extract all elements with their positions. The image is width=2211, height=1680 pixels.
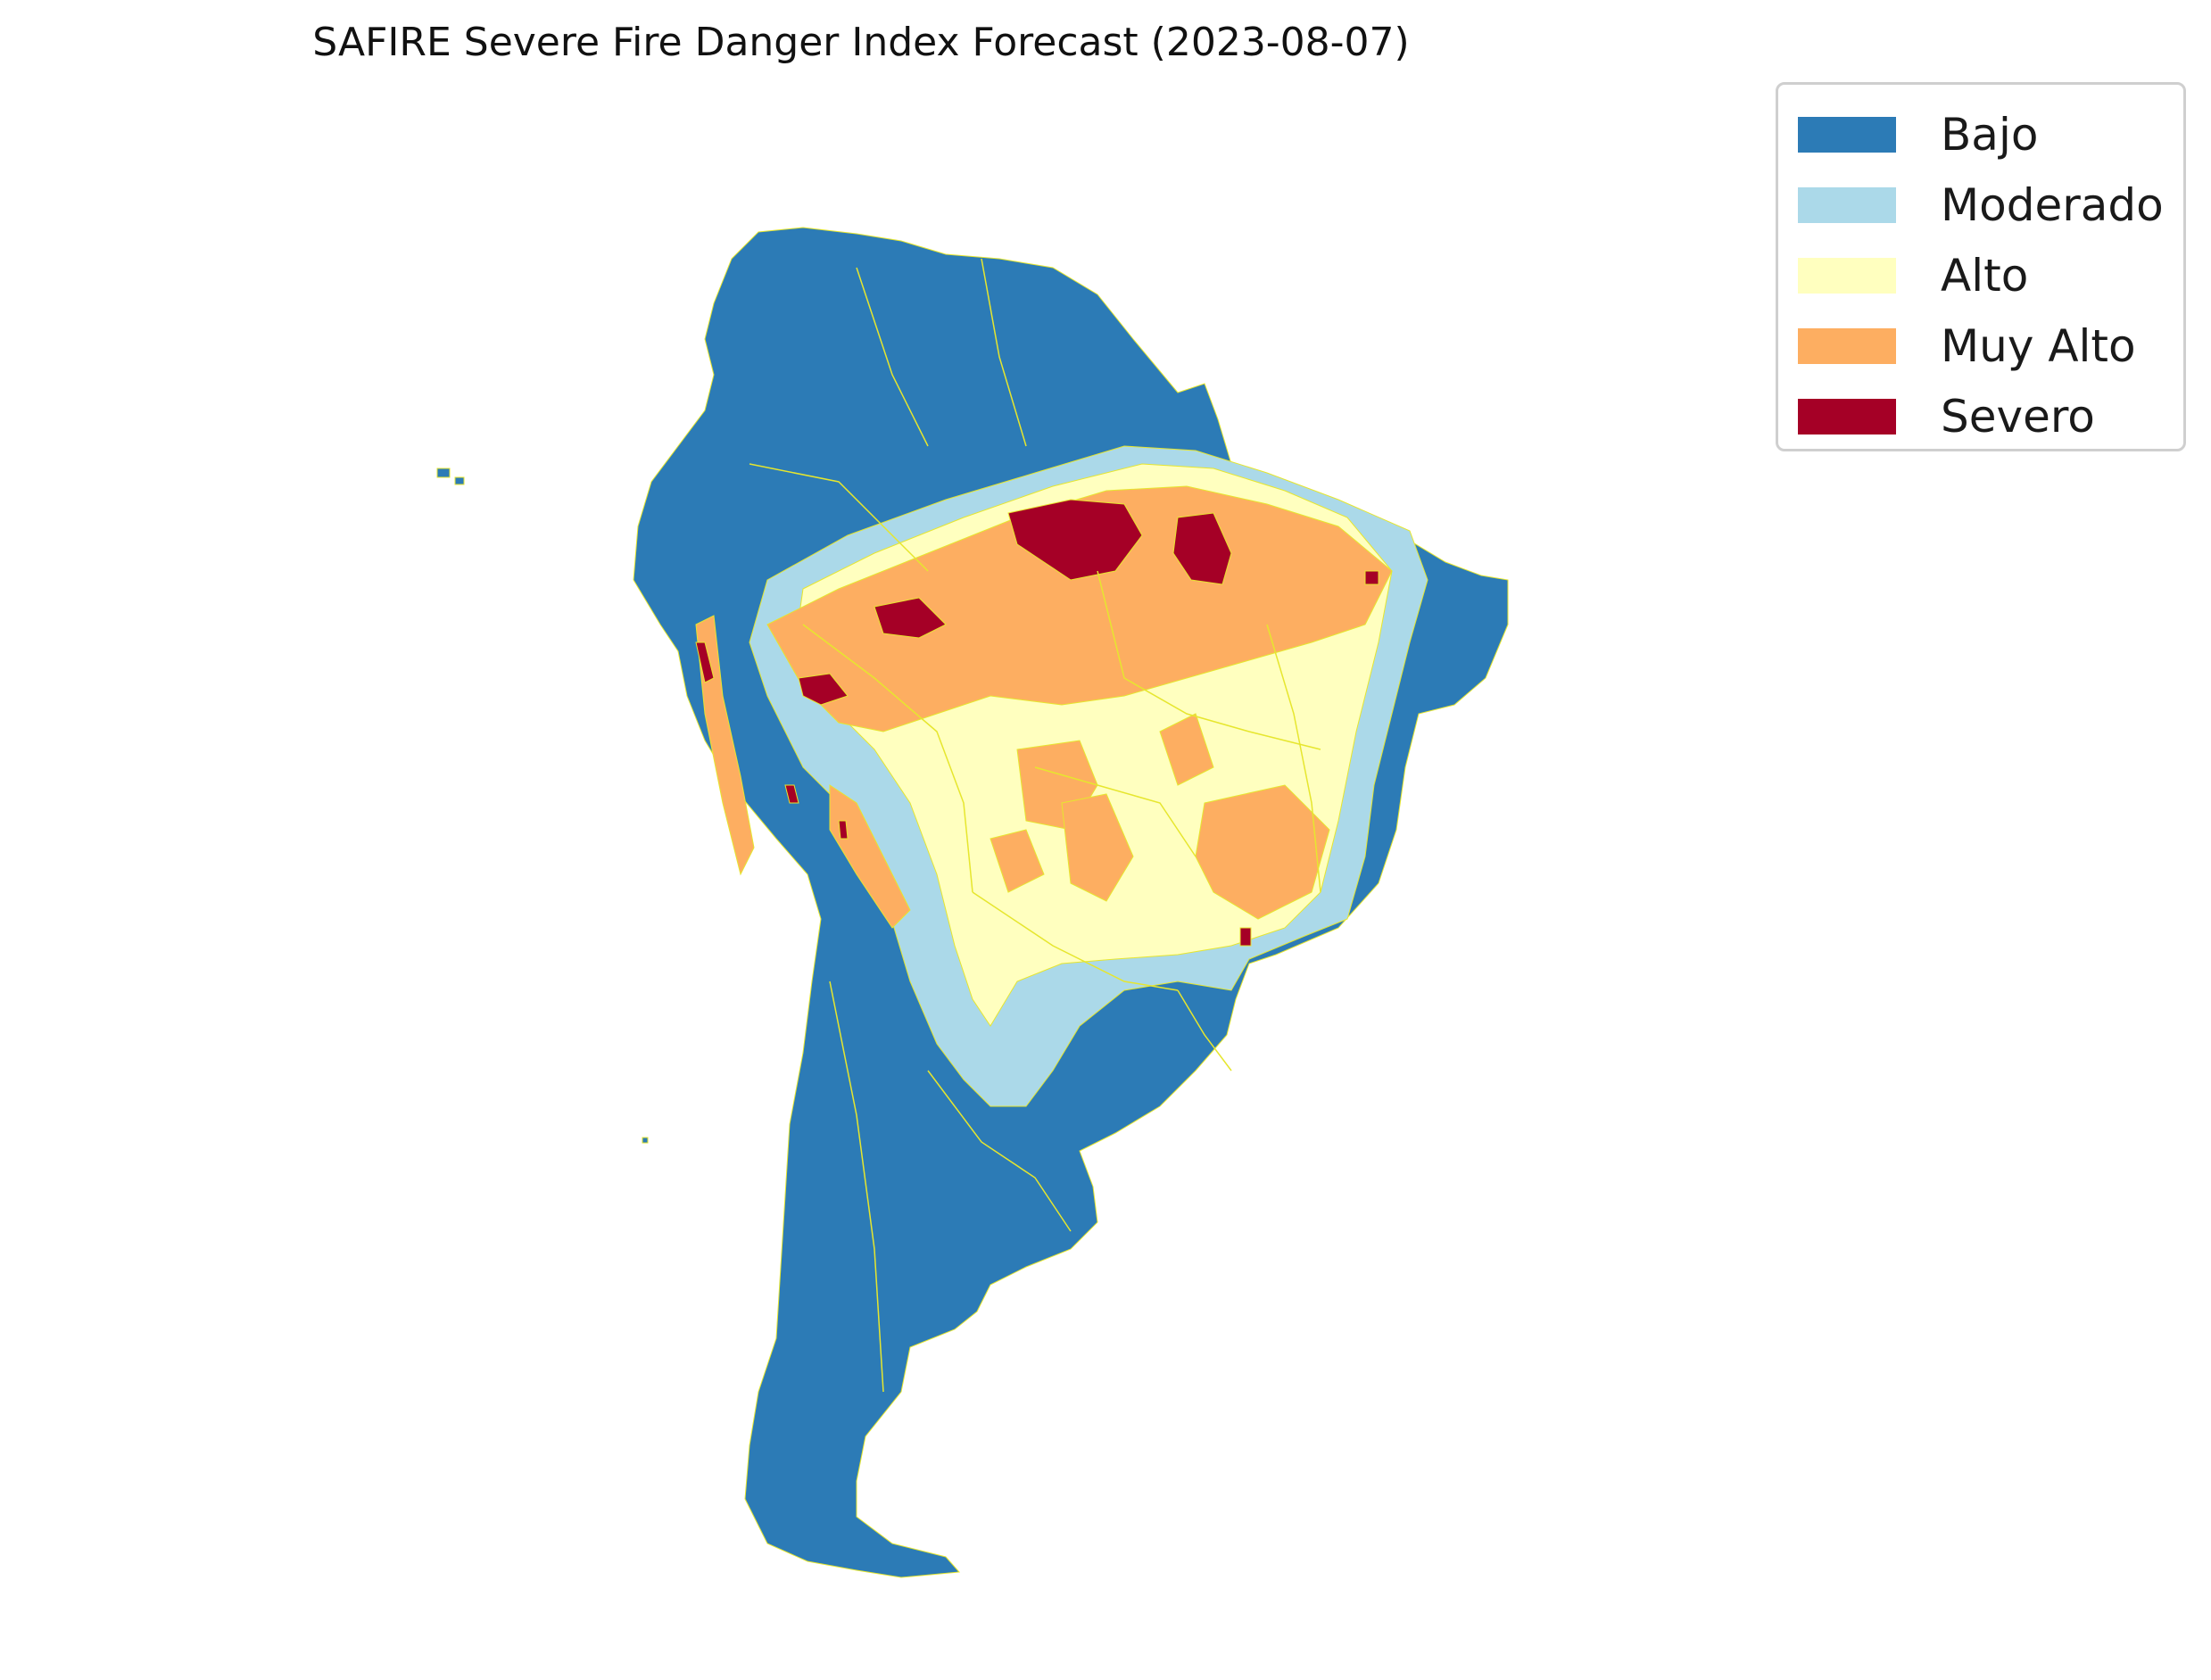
legend-swatch — [1798, 257, 1896, 294]
legend-item: Moderado — [1798, 170, 2183, 240]
legend-item: Bajo — [1798, 99, 2183, 170]
legend-label: Bajo — [1941, 108, 2039, 161]
legend-item: Alto — [1798, 240, 2183, 310]
legend-swatch — [1798, 327, 1896, 364]
legend-label: Severo — [1941, 390, 2095, 443]
legend: Bajo Moderado Alto Muy Alto Severo — [1776, 82, 2186, 451]
legend-swatch — [1798, 398, 1896, 434]
legend-label: Moderado — [1941, 178, 2164, 231]
legend-item: Muy Alto — [1798, 310, 2183, 381]
legend-swatch — [1798, 116, 1896, 153]
islands — [436, 468, 649, 1144]
country-borders — [749, 258, 1321, 1393]
legend-label: Alto — [1941, 249, 2029, 302]
legend-swatch — [1798, 186, 1896, 223]
zone-severo — [695, 499, 1379, 947]
legend-item: Severo — [1798, 381, 2183, 451]
legend-label: Muy Alto — [1941, 319, 2136, 372]
zone-muy-alto — [695, 485, 1393, 929]
map-title: SAFIRE Severe Fire Danger Index Forecast… — [312, 20, 1410, 65]
